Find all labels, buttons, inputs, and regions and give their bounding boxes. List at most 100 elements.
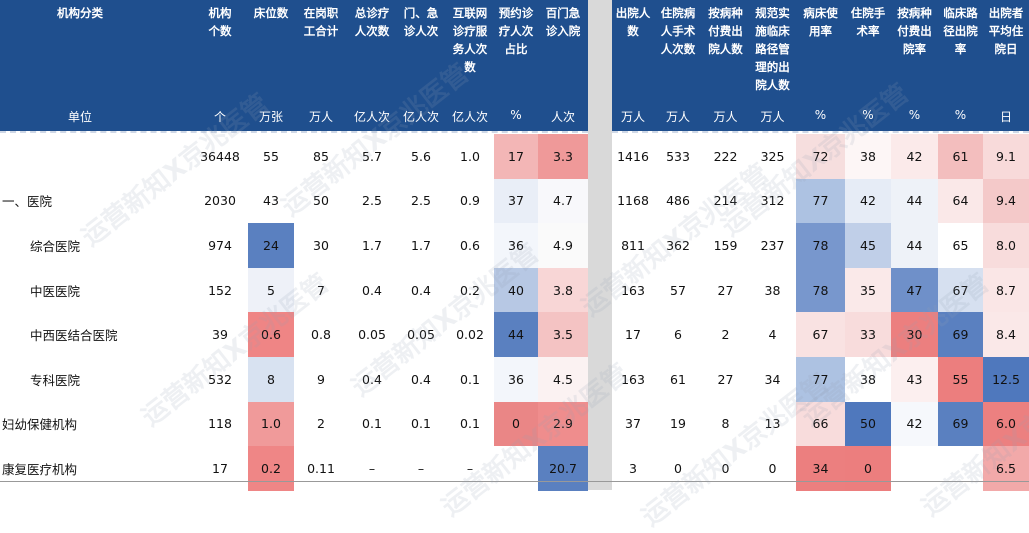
table-cell: 1.0: [460, 148, 480, 164]
table-cell: 0.4: [411, 282, 431, 298]
column-header: 按病种 付费出 院率: [897, 6, 932, 56]
table-cell: 0.4: [411, 371, 431, 387]
table-cell: 43: [891, 357, 938, 402]
table-cell: 0.1: [460, 371, 480, 387]
table-cell: 55: [263, 148, 279, 164]
table-cell: 27: [717, 371, 734, 387]
table-cell: 3: [629, 460, 637, 476]
table-cell: 35: [845, 267, 891, 313]
row-label: 一、医院: [2, 194, 53, 210]
table-cell: 33: [845, 312, 891, 357]
table-cell: 3.5: [538, 312, 588, 357]
table-cell: 118: [208, 416, 232, 432]
unit-cell: 万人: [620, 110, 645, 124]
unit-cell: 个: [213, 110, 226, 124]
table-cell: 17: [625, 327, 641, 343]
table-cell: 44: [891, 223, 938, 268]
column-header: 临床路 径出院 率: [943, 6, 978, 56]
table-cell: 811: [621, 237, 645, 253]
table-cell: 1416: [617, 148, 649, 164]
table-cell: 38: [764, 282, 781, 298]
table-cell: 38: [845, 134, 891, 179]
table-cell: 0.2: [248, 446, 294, 491]
table-cell: 1.7: [362, 237, 382, 253]
unit-cell: 万人: [665, 110, 690, 124]
table-cell: 6: [674, 327, 682, 343]
column-header: 按病种 付费出 院人数: [708, 6, 743, 56]
column-header: 百门急 诊入院: [545, 6, 581, 38]
table-cell: 17: [212, 460, 228, 476]
unit-cell: 亿人次: [451, 110, 488, 124]
table-cell: 0: [494, 401, 538, 447]
right-header-band: [612, 0, 1029, 131]
table-cell: 13: [764, 416, 781, 432]
table-cell: 2: [721, 327, 730, 343]
unit-cell: 亿人次: [353, 110, 390, 124]
table-cell: 6.0: [983, 401, 1029, 447]
table-cell: 24: [248, 223, 294, 268]
table-cell: 8.7: [983, 267, 1029, 313]
table-cell: 27: [717, 282, 734, 298]
column-header: 机构分类: [57, 6, 103, 20]
unit-cell: 万人: [760, 110, 785, 124]
row-label: 中医医院: [30, 283, 81, 299]
table-cell: 65: [938, 223, 983, 268]
unit-cell: 万人: [713, 110, 738, 124]
table-cell: 237: [760, 237, 785, 253]
table-cell: 1168: [617, 193, 649, 209]
table-cell: 0.11: [307, 460, 335, 476]
unit-cell: %: [908, 108, 921, 122]
unit-cell: 万张: [258, 110, 283, 124]
table-cell: –: [466, 460, 474, 476]
row-label: 专科医院: [30, 372, 81, 388]
table-cell: 0.1: [411, 416, 431, 432]
column-header: 规范实 施临床 路径管 理的出 院人数: [755, 6, 790, 92]
table-cell: 486: [666, 193, 690, 209]
table-cell: 64: [938, 178, 983, 224]
column-header: 预约诊 疗人次 占比: [498, 6, 534, 56]
unit-cell: 人次: [550, 110, 575, 124]
table-cell: 4.5: [538, 357, 588, 402]
table-cell: 55: [938, 357, 983, 402]
unit-label: 单位: [67, 110, 92, 124]
table-cell: 40: [494, 267, 538, 313]
table-cell: 50: [845, 401, 891, 447]
table-cell: 0.1: [362, 416, 382, 432]
table-cell: 69: [938, 312, 983, 357]
table-cell: 3.8: [538, 267, 588, 313]
table-cell: 152: [208, 282, 232, 298]
table-cell: [494, 446, 538, 491]
table-cell: 45: [845, 223, 891, 268]
table-cell: 61: [670, 371, 686, 387]
table-cell: 0.9: [460, 193, 480, 209]
table-cell: 5: [248, 267, 294, 313]
panel-divider: [588, 0, 612, 490]
table-cell: 9.4: [983, 178, 1029, 224]
table-cell: 362: [666, 237, 690, 253]
table-cell: [938, 446, 983, 491]
table-bottom-border: [0, 481, 1029, 482]
table-cell: 8.0: [983, 223, 1029, 268]
table-cell: 1.0: [248, 401, 294, 447]
table-cell: 2: [317, 416, 325, 432]
column-header: 病床使 用率: [803, 6, 838, 38]
table-cell: 214: [713, 193, 738, 209]
table-cell: 0.02: [456, 327, 484, 343]
table-cell: 8: [248, 357, 294, 402]
table-cell: 7: [317, 282, 325, 298]
row-label: 妇幼保健机构: [2, 417, 78, 433]
table-cell: –: [368, 460, 376, 476]
table-cell: 0.05: [407, 327, 435, 343]
table-cell: 6.5: [983, 446, 1029, 491]
table-cell: 30: [891, 312, 938, 357]
table-cell: 533: [666, 148, 690, 164]
table-cell: 34: [796, 446, 845, 491]
table-cell: 8: [721, 416, 730, 432]
column-header: 床位数: [253, 6, 289, 20]
table-cell: 12.5: [983, 357, 1029, 402]
table-cell: 72: [796, 134, 845, 179]
table-cell: 0.2: [460, 282, 480, 298]
table-cell: 38: [845, 357, 891, 402]
column-header: 出院者 平均住 院日: [988, 6, 1024, 56]
table-cell: 163: [621, 282, 645, 298]
